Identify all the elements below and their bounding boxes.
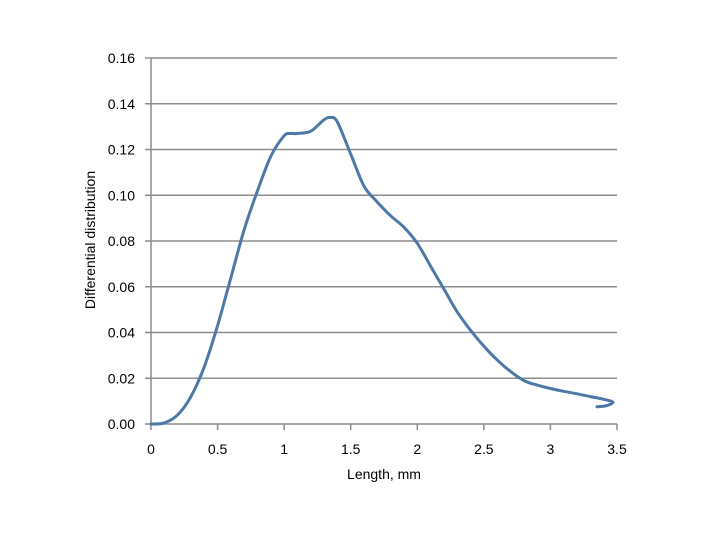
y-tick-label: 0.00 xyxy=(108,416,135,432)
x-tick-label: 2.5 xyxy=(474,441,494,457)
x-tick-label: 2 xyxy=(413,441,421,457)
series-group xyxy=(149,115,615,426)
x-tick-label: 0.5 xyxy=(208,441,228,457)
x-tick-label: 0 xyxy=(147,441,155,457)
x-tick-label: 3.5 xyxy=(607,441,627,457)
y-axis-label: Differential distribution xyxy=(82,171,98,309)
x-tick-label: 1 xyxy=(280,441,288,457)
y-tick-label: 0.04 xyxy=(108,325,135,341)
axes xyxy=(145,57,618,430)
y-tick-label: 0.06 xyxy=(108,279,135,295)
y-tick-labels: 0.00 0.02 0.04 0.06 0.08 0.10 0.12 0.14 0.16 xyxy=(108,50,135,432)
series-line xyxy=(149,115,615,426)
x-tick-label: 1.5 xyxy=(341,441,361,457)
y-tick-label: 0.02 xyxy=(108,370,135,386)
x-axis-label: Length, mm xyxy=(347,466,421,482)
y-tick-label: 0.10 xyxy=(108,187,135,203)
y-tick-label: 0.16 xyxy=(108,50,135,66)
x-tick-labels: 0 0.5 1 1.5 2 2.5 3 3.5 xyxy=(147,441,627,457)
y-tick-label: 0.14 xyxy=(108,96,135,112)
gridlines xyxy=(151,57,617,379)
y-tick-label: 0.12 xyxy=(108,142,135,158)
x-tick-label: 3 xyxy=(547,441,555,457)
y-tick-label: 0.08 xyxy=(108,233,135,249)
